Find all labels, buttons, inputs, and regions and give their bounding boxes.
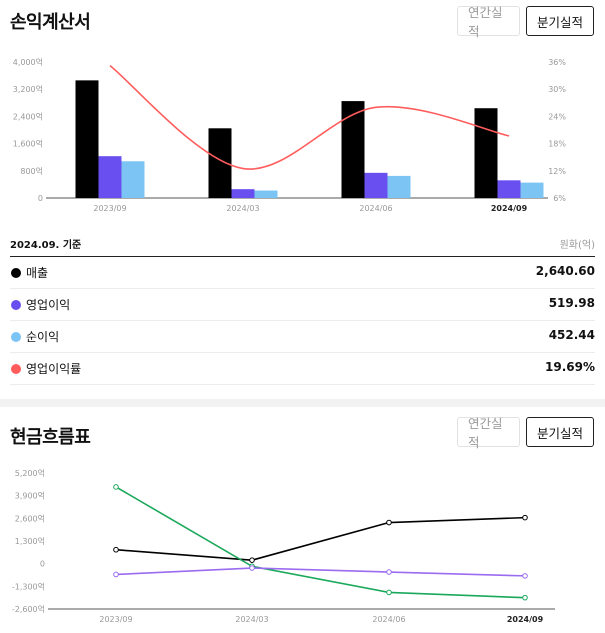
legend-dot-operating-margin bbox=[11, 364, 21, 374]
cashflow-section: 현금흐름표 연간실적 분기실적 -2,600억 -1,300억 0 1,300억 2,6… bbox=[0, 407, 605, 633]
x-tick-label: 2023/09 bbox=[93, 204, 126, 213]
bar-순이익-2024/09 bbox=[520, 182, 544, 198]
annual-toggle-button[interactable]: 연간실적 bbox=[457, 416, 520, 450]
income-period-toggle: 연간실적 분기실적 bbox=[457, 5, 594, 39]
y-left-tick-label: 4,000억 bbox=[13, 57, 43, 67]
y-right-tick-label: 36% bbox=[548, 58, 566, 67]
cashflow-point-2-2024/03 bbox=[249, 565, 255, 571]
cashflow-point-2-2023/09 bbox=[113, 571, 119, 578]
x-tick-label: 2024/03 bbox=[226, 204, 259, 213]
income-chart: 0 800억 1,600억 2,400억 3,200억 4,000억 6% 12% 18% 24%… bbox=[13, 57, 567, 213]
income-statement-section: 손익계산서 연간실적 분기실적 0 800억 1,600억 2,400억 3,200억 4… bbox=[10, 5, 595, 385]
legend-value: 519.98 bbox=[548, 296, 595, 310]
legend-value: 452.44 bbox=[548, 328, 595, 342]
cashflow-chart: -2,600억 -1,300억 0 1,300억 2,600억 3,900억 5,200억 2… bbox=[12, 468, 555, 624]
bar-순이익-2023/09 bbox=[121, 161, 145, 198]
y-right-tick-label: 24% bbox=[548, 112, 566, 121]
bar-매출-2024/06 bbox=[341, 101, 365, 198]
x-tick-label: 2024/03 bbox=[235, 615, 268, 624]
currency-unit: 원화(억) bbox=[559, 240, 595, 251]
y-right-tick-label: 30% bbox=[548, 85, 566, 94]
legend-label: 영업이익 bbox=[26, 298, 71, 312]
legend-dot-net-income bbox=[11, 332, 21, 342]
y-left-tick-label: 800억 bbox=[20, 166, 43, 176]
bar-순이익-2024/03 bbox=[254, 190, 278, 198]
legend-header: 2024.09. 기준 원화(억) bbox=[10, 236, 595, 257]
legend-row-operating-profit: 영업이익 519.98 bbox=[10, 289, 595, 321]
bar-영업이익-2024/09 bbox=[497, 180, 521, 198]
x-tick-label: 2023/09 bbox=[99, 615, 132, 624]
bar-매출-2024/03 bbox=[208, 128, 232, 198]
bar-영업이익-2023/09 bbox=[98, 156, 122, 198]
cashflow-point-0-2024/09 bbox=[522, 514, 528, 521]
cashflow-point-0-2024/03 bbox=[249, 557, 255, 563]
cashflow-line-1 bbox=[115, 486, 526, 599]
cashflow-point-0-2023/09 bbox=[113, 546, 119, 553]
legend-row-revenue: 매출 2,640.60 bbox=[10, 257, 595, 289]
legend-dot-operating-profit bbox=[11, 300, 21, 310]
legend-row-net-income: 순이익 452.44 bbox=[10, 321, 595, 353]
x-tick-label: 2024/06 bbox=[372, 615, 405, 624]
x-tick-label: 2024/09 bbox=[491, 204, 528, 213]
cashflow-point-1-2023/09 bbox=[113, 484, 119, 490]
legend-value: 19.69% bbox=[545, 360, 595, 374]
legend-label: 매출 bbox=[26, 266, 49, 280]
y-tick-label: 1,300억 bbox=[15, 536, 45, 546]
legend-dot-revenue bbox=[11, 268, 21, 278]
y-right-tick-label: 18% bbox=[548, 140, 566, 149]
y-tick-label: 0 bbox=[40, 560, 45, 569]
y-left-tick-label: 0 bbox=[38, 194, 43, 203]
y-left-tick-label: 3,200억 bbox=[13, 84, 43, 94]
line-operating-margin bbox=[109, 64, 510, 170]
cashflow-point-1-2024/06 bbox=[386, 589, 392, 596]
cashflow-title: 현금흐름표 bbox=[10, 427, 91, 448]
y-right-tick-label: 6% bbox=[553, 194, 566, 203]
cashflow-point-2-2024/09 bbox=[522, 573, 528, 579]
quarterly-toggle-button[interactable]: 분기실적 bbox=[526, 417, 594, 447]
x-tick-label: 2024/06 bbox=[359, 204, 392, 213]
legend-row-operating-margin: 영업이익률 19.69% bbox=[10, 353, 595, 385]
cashflow-line-2 bbox=[115, 567, 526, 577]
y-tick-label: 3,900억 bbox=[15, 491, 45, 501]
y-left-tick-label: 1,600억 bbox=[13, 139, 43, 149]
legend-label: 영업이익률 bbox=[26, 362, 82, 376]
cashflow-period-toggle: 연간실적 분기실적 bbox=[457, 416, 594, 450]
basis-date: 2024.09. 기준 bbox=[10, 240, 82, 251]
bar-매출-2024/09 bbox=[474, 108, 498, 198]
y-tick-label: -2,600억 bbox=[12, 604, 45, 614]
y-tick-label: -1,300억 bbox=[12, 581, 45, 591]
annual-toggle-button[interactable]: 연간실적 bbox=[457, 5, 520, 39]
bar-순이익-2024/06 bbox=[387, 175, 411, 198]
bar-매출-2023/09 bbox=[75, 80, 99, 198]
bar-영업이익-2024/03 bbox=[231, 189, 255, 198]
y-tick-label: 5,200억 bbox=[15, 468, 45, 478]
section-divider bbox=[0, 399, 605, 407]
legend-value: 2,640.60 bbox=[535, 264, 595, 278]
y-left-tick-label: 2,400억 bbox=[13, 111, 43, 121]
quarterly-toggle-button[interactable]: 분기실적 bbox=[526, 6, 594, 36]
cashflow-line-0 bbox=[115, 516, 526, 561]
cashflow-point-2-2024/06 bbox=[386, 569, 392, 575]
legend-label: 순이익 bbox=[26, 330, 60, 344]
y-right-tick-label: 12% bbox=[548, 167, 566, 176]
bar-영업이익-2024/06 bbox=[364, 172, 388, 198]
cashflow-point-0-2024/06 bbox=[386, 519, 392, 526]
income-statement-title: 손익계산서 bbox=[10, 12, 91, 33]
cashflow-point-1-2024/09 bbox=[522, 594, 528, 601]
x-tick-label: 2024/09 bbox=[507, 615, 544, 624]
y-tick-label: 2,600억 bbox=[15, 513, 45, 523]
